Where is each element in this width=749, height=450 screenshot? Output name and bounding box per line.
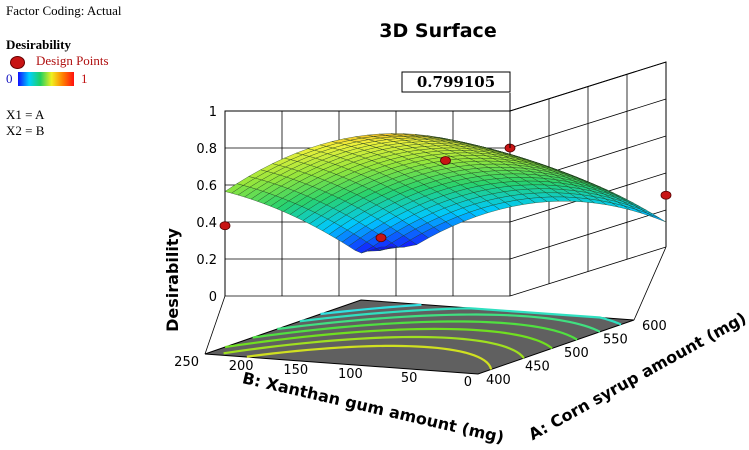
design-points (219, 143, 672, 243)
contour-line (223, 335, 525, 359)
factor-map-1: X1 = A (6, 107, 45, 122)
design-point (219, 221, 231, 231)
z-tick-label: 1 (209, 105, 217, 120)
design-points-label: Design Points (36, 53, 109, 68)
contour-line (246, 344, 493, 370)
factor-map-2: X2 = B (6, 123, 45, 138)
floor-edge (204, 295, 226, 355)
y-tick-label: 0 (464, 375, 472, 390)
contour-line (320, 303, 422, 316)
value-flag: 0.799105 (401, 71, 511, 148)
surface-cell (647, 213, 667, 223)
z-tick-label: 0.6 (196, 179, 217, 194)
contour-line (299, 307, 622, 326)
y-tick-label: 100 (338, 367, 363, 382)
design-point (660, 190, 672, 200)
x-tick-label: 600 (642, 319, 667, 334)
y-tick-label: 250 (174, 355, 199, 370)
z-tick-label: 0.4 (196, 216, 217, 231)
z-axis-label: Desirability (163, 228, 182, 332)
y-tick-label: 50 (401, 371, 418, 386)
x-tick-label: 400 (486, 373, 511, 388)
colorbar (18, 72, 74, 86)
contour-lines (223, 303, 622, 370)
colorbar-max-label: 1 (81, 71, 88, 86)
design-point (375, 233, 387, 243)
flag-box (401, 71, 511, 93)
z-tick-label: 0.8 (196, 142, 217, 157)
x-tick-label: 500 (564, 346, 589, 361)
design-point (440, 156, 451, 165)
y-tick-label: 150 (283, 363, 308, 378)
z-tick-label: 0 (209, 290, 217, 305)
colorbar-min-label: 0 (6, 71, 13, 86)
contour-line (224, 327, 553, 350)
contour-line (252, 320, 578, 341)
tick-labels: 0 0.2 0.4 0.6 0.8 1 0 50 100 150 200 250 400 450 500 55… (174, 105, 667, 390)
design-point-legend-icon (10, 56, 25, 69)
response-surface (224, 133, 667, 254)
y-tick-label: 200 (229, 359, 254, 374)
x-tick-label: 550 (603, 333, 628, 348)
z-tick-label: 0.2 (196, 253, 217, 268)
flag-value: 0.799105 (417, 73, 495, 91)
contour-line (277, 313, 601, 333)
x-tick-label: 450 (525, 360, 550, 375)
floor-edge (633, 246, 667, 321)
factor-coding-label: Factor Coding: Actual (6, 3, 122, 18)
chart-title: 3D Surface (379, 20, 496, 42)
response-name-label: Desirability (6, 37, 71, 52)
